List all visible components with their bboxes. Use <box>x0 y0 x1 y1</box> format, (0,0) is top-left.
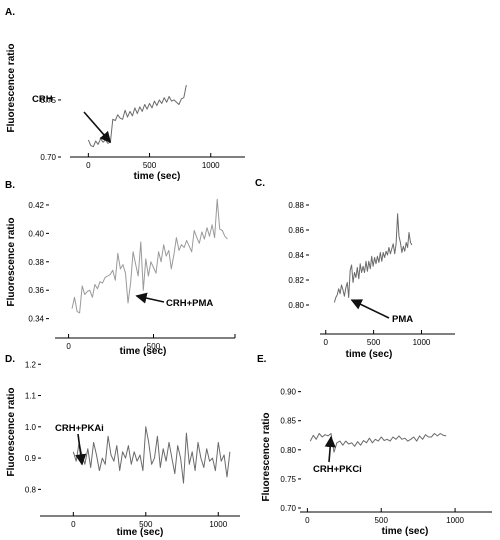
panel-d-letter: D. <box>5 354 15 365</box>
x-tick-label: 0 <box>71 520 76 529</box>
x-tick-label: 500 <box>139 520 153 529</box>
annotation-arrow <box>83 111 112 144</box>
x-tick-label: 0 <box>86 161 91 170</box>
annotation-label: PMA <box>392 314 413 325</box>
y-tick-label: 1.2 <box>25 360 37 369</box>
y-tick-label: 0.90 <box>280 388 296 397</box>
x-tick-label: 1000 <box>413 338 431 347</box>
y-tick-label: 0.70 <box>40 153 56 162</box>
x-tick-label: 500 <box>147 342 161 351</box>
y-tick-label: 0.82 <box>288 276 304 285</box>
panel-b: B. Fluorescence ratio time (sec) 0 500 0.3… <box>5 180 236 357</box>
x-tick-label: 1000 <box>202 161 220 170</box>
y-tick-label: 0.85 <box>280 417 296 426</box>
annotation-arrow <box>135 292 165 304</box>
panel-a-xlabel: time (sec) <box>134 171 181 182</box>
x-tick-label: 1000 <box>446 516 464 525</box>
y-tick-label: 0.36 <box>28 286 44 295</box>
panel-c-xlabel: time (sec) <box>346 349 393 360</box>
x-tick-label: 500 <box>375 516 389 525</box>
y-tick-label: 0.84 <box>288 251 304 260</box>
x-tick-label: 500 <box>143 161 157 170</box>
panel-a-letter: A. <box>5 7 15 18</box>
panel-e-plot: 0 500 1000 0.70 0.75 0.80 0.85 0.90 CRH+PKCi <box>280 388 492 525</box>
panel-b-plot: 0 500 0.34 0.36 0.38 0.40 0.42 CRH+PMA <box>28 198 236 351</box>
y-tick-label: 0.75 <box>40 96 56 105</box>
panel-c: C. time (sec) 0 500 1000 0.80 0.82 0.84 0.86 0.… <box>255 178 455 360</box>
panel-b-letter: B. <box>5 180 15 191</box>
y-tick-label: 1.0 <box>25 423 37 432</box>
y-tick-label: 0.9 <box>25 454 37 463</box>
annotation-label: CRH+PKCi <box>313 464 362 475</box>
annotation-label: CRH+PMA <box>166 298 213 309</box>
y-tick-label: 0.80 <box>288 301 304 310</box>
panel-e-ylabel: Fluorescence ratio <box>261 413 272 502</box>
y-tick-label: 0.80 <box>280 446 296 455</box>
annotation-arrow <box>324 435 336 463</box>
annotation-arrow <box>75 433 87 466</box>
y-tick-label: 0.70 <box>280 504 296 513</box>
annotation-label: CRH <box>32 94 53 105</box>
y-tick-label: 0.88 <box>288 201 304 210</box>
y-tick-label: 0.40 <box>28 229 44 238</box>
series-line <box>87 85 187 148</box>
y-tick-label: 0.34 <box>28 315 44 324</box>
x-tick-label: 0 <box>66 342 71 351</box>
y-tick-label: 0.8 <box>25 485 37 494</box>
y-tick-label: 0.86 <box>288 226 304 235</box>
series-line <box>71 198 228 314</box>
y-tick-label: 0.42 <box>28 201 44 210</box>
panel-a-ylabel: Fluorescence ratio <box>6 44 17 133</box>
annotation-label: CRH+PKAi <box>55 423 104 434</box>
annotation-arrow <box>350 299 390 319</box>
panel-d-xlabel: time (sec) <box>117 527 164 538</box>
panel-d-plot: 0 500 1000 0.8 0.9 1.0 1.1 1.2 CRH+PKAi <box>25 360 240 529</box>
x-tick-label: 0 <box>324 338 329 347</box>
y-tick-label: 0.75 <box>280 475 296 484</box>
x-tick-label: 1000 <box>209 520 227 529</box>
panel-e: E. Fluorescence ratio time (sec) 0 500 100… <box>257 354 492 537</box>
panel-e-letter: E. <box>257 354 267 365</box>
y-tick-label: 1.1 <box>25 392 37 401</box>
x-tick-label: 500 <box>367 338 381 347</box>
y-tick-label: 0.38 <box>28 258 44 267</box>
panel-b-xlabel: time (sec) <box>120 346 167 357</box>
panel-b-ylabel: Fluorescence ratio <box>6 218 17 307</box>
panel-c-letter: C. <box>255 178 265 189</box>
panel-e-xlabel: time (sec) <box>382 526 429 537</box>
panel-d-ylabel: Fluorescence ratio <box>6 388 17 477</box>
panel-d: D. Fluorescence ratio time (sec) 0 500 100… <box>5 354 240 538</box>
series-line <box>333 213 413 303</box>
panel-a: A. Fluorescence ratio time (sec) 0 500 100… <box>5 7 245 182</box>
x-tick-label: 0 <box>305 516 310 525</box>
panel-c-plot: 0 500 1000 0.80 0.82 0.84 0.86 0.88 PMA <box>288 201 455 347</box>
series-line <box>72 426 231 484</box>
